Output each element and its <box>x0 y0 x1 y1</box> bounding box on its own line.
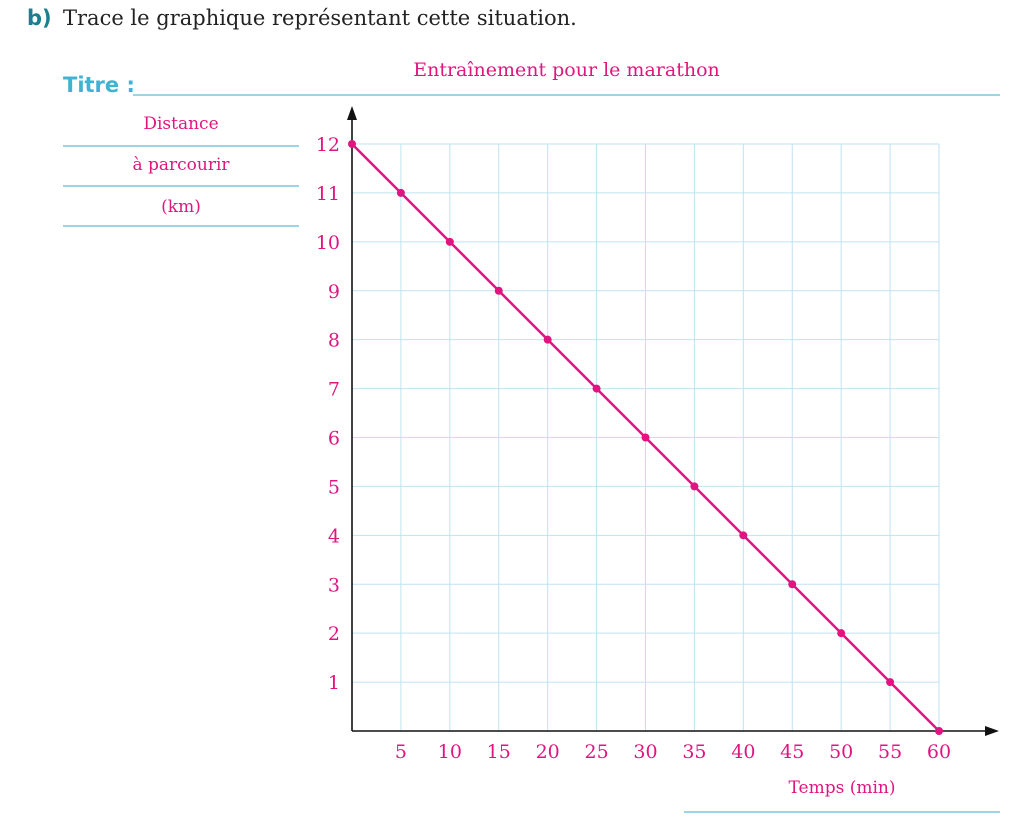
y-tick-label-4: 4 <box>328 525 340 547</box>
y-axis-label-line2: à parcourir <box>132 155 230 175</box>
y-tick-label-5: 5 <box>328 476 340 498</box>
data-point-5 <box>396 188 405 197</box>
x-tick-label-15: 15 <box>487 741 511 763</box>
data-point-50 <box>837 629 846 638</box>
data-point-45 <box>788 580 797 589</box>
question-text: Trace le graphique représentant cette si… <box>63 6 577 30</box>
series <box>348 140 943 735</box>
data-point-20 <box>543 335 552 344</box>
y-axis-label-rule-3 <box>63 225 299 227</box>
x-tick-label-40: 40 <box>731 741 755 763</box>
x-tick-label-60: 60 <box>927 741 951 763</box>
y-tick-label-10: 10 <box>316 232 340 254</box>
x-axis-label-line <box>684 811 1000 813</box>
x-axis-arrow <box>985 726 999 736</box>
data-point-25 <box>592 384 601 393</box>
title-field-line <box>133 94 1000 96</box>
x-tick-label-30: 30 <box>633 741 657 763</box>
x-axis-label: Temps (min) <box>788 778 896 798</box>
y-axis-label-line3: (km) <box>161 197 201 217</box>
y-tick-label-7: 7 <box>328 379 340 401</box>
x-tick-label-55: 55 <box>878 741 902 763</box>
y-tick-label-2: 2 <box>328 623 340 645</box>
data-point-0 <box>348 140 356 148</box>
y-axis-label-line1: Distance <box>143 114 219 134</box>
x-tick-label-25: 25 <box>584 741 608 763</box>
question-label: b) <box>27 6 52 30</box>
y-axis-label-rule-2 <box>63 185 299 187</box>
y-tick-label-12: 12 <box>316 134 340 156</box>
data-point-40 <box>739 531 748 540</box>
y-axis-arrow <box>347 106 357 120</box>
chart-title: Entraînement pour le marathon <box>413 59 720 81</box>
y-tick-label-8: 8 <box>328 330 340 352</box>
y-tick-label-11: 11 <box>316 183 340 205</box>
data-point-55 <box>886 678 895 687</box>
y-tick-label-1: 1 <box>328 672 340 694</box>
y-tick-label-9: 9 <box>328 281 340 303</box>
y-tick-label-3: 3 <box>328 574 340 596</box>
x-tick-label-20: 20 <box>536 741 560 763</box>
x-tick-label-5: 5 <box>395 741 407 763</box>
y-tick-label-6: 6 <box>328 428 340 450</box>
data-point-60 <box>935 727 943 735</box>
x-tick-label-50: 50 <box>829 741 853 763</box>
data-point-30 <box>641 433 650 442</box>
data-point-15 <box>494 286 503 295</box>
data-point-35 <box>690 482 699 491</box>
x-tick-label-10: 10 <box>438 741 462 763</box>
axes <box>347 106 999 736</box>
data-point-10 <box>445 237 454 246</box>
title-field-label: Titre : <box>63 73 135 97</box>
y-axis-label-rule-1 <box>63 145 299 147</box>
x-tick-label-45: 45 <box>780 741 804 763</box>
x-tick-label-35: 35 <box>682 741 706 763</box>
